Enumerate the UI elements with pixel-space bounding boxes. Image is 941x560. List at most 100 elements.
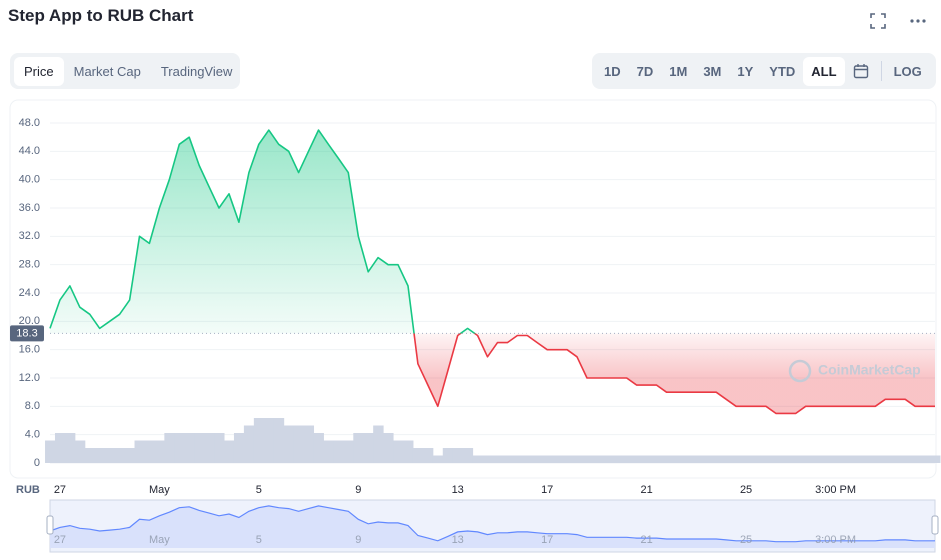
volume-bar bbox=[800, 455, 812, 463]
volume-bar bbox=[54, 433, 66, 463]
volume-bar bbox=[383, 433, 394, 463]
more-icon[interactable] bbox=[909, 12, 927, 30]
volume-bar bbox=[273, 418, 285, 463]
x-tick-label: 3:00 PM bbox=[815, 484, 856, 496]
y-tick-label: 4.0 bbox=[25, 429, 40, 441]
volume-bar bbox=[900, 455, 911, 463]
navigator bbox=[49, 499, 936, 553]
volume-bar bbox=[412, 448, 424, 463]
button[interactable]: 7D bbox=[636, 63, 654, 79]
price-line bbox=[49, 129, 935, 415]
reference-badge bbox=[10, 325, 44, 342]
volume-bar bbox=[303, 425, 315, 463]
x-tick-label: 17 bbox=[541, 484, 553, 496]
button[interactable]: 1D bbox=[604, 63, 621, 79]
volume-bar bbox=[194, 433, 205, 463]
volume-bar bbox=[562, 455, 573, 463]
volume-bar bbox=[323, 440, 334, 463]
volume-bar bbox=[721, 455, 732, 463]
volume-bar bbox=[263, 418, 275, 463]
navigator-line bbox=[49, 505, 935, 543]
y-tick-label: 8.0 bbox=[25, 400, 40, 412]
price-area bbox=[50, 130, 935, 414]
volume-bar bbox=[930, 455, 941, 463]
volume-bar bbox=[422, 448, 434, 463]
volume-bar bbox=[403, 440, 414, 463]
volume-bar bbox=[204, 433, 215, 463]
button[interactable]: LOG bbox=[893, 63, 922, 79]
volume-bar bbox=[880, 455, 891, 463]
volume-bar bbox=[243, 425, 255, 463]
y-tick-label: 28.0 bbox=[19, 259, 40, 271]
volume-bar bbox=[701, 455, 712, 463]
volume-bar bbox=[552, 455, 563, 463]
x-tick-label: 25 bbox=[740, 484, 752, 496]
y-tick-label: 44.0 bbox=[19, 145, 40, 157]
volume-bar bbox=[741, 455, 752, 463]
button[interactable]: 1M bbox=[669, 63, 688, 79]
volume-bar bbox=[353, 433, 364, 463]
plot-frame bbox=[9, 99, 937, 479]
volume-bar bbox=[502, 455, 513, 463]
volume-bar bbox=[343, 440, 354, 463]
navigator-label: 13 bbox=[452, 534, 464, 546]
volume-bar bbox=[174, 433, 185, 463]
navigator-label: 5 bbox=[256, 534, 262, 546]
volume-bar bbox=[522, 455, 533, 463]
toolbar bbox=[869, 12, 927, 30]
button[interactable]: TradingView bbox=[160, 63, 233, 79]
fullscreen-icon[interactable] bbox=[869, 12, 887, 30]
calendar-button[interactable] bbox=[845, 56, 877, 86]
volume-bar bbox=[472, 455, 484, 463]
x-tick-label: 27 bbox=[54, 484, 66, 496]
volume-bar bbox=[114, 448, 126, 463]
volume-bar bbox=[850, 455, 861, 463]
volume-bar bbox=[621, 455, 633, 463]
volume-bar bbox=[233, 433, 245, 463]
button[interactable]: 1Y bbox=[737, 63, 754, 79]
volume-bar bbox=[760, 455, 772, 463]
y-tick-label: 12.0 bbox=[19, 372, 40, 384]
volume-bar bbox=[711, 455, 722, 463]
volume-bar bbox=[164, 433, 175, 463]
volume-bar bbox=[870, 455, 881, 463]
volume-bar bbox=[671, 455, 682, 463]
volume-bar bbox=[373, 425, 384, 463]
tab-group: Price Market Cap TradingView bbox=[10, 53, 240, 89]
button[interactable]: 3M bbox=[703, 63, 722, 79]
button[interactable]: YTD bbox=[769, 63, 796, 79]
volume-bar bbox=[214, 433, 225, 463]
volume-bar bbox=[572, 455, 583, 463]
volume-bar bbox=[94, 448, 106, 463]
volume-bar bbox=[134, 440, 145, 463]
navigator-label: 21 bbox=[641, 534, 653, 546]
button[interactable]: ALL bbox=[803, 56, 845, 86]
button[interactable]: Market Cap bbox=[73, 63, 141, 79]
navigator-label: 9 bbox=[355, 534, 361, 546]
volume-bar bbox=[492, 455, 503, 463]
volume-bar bbox=[631, 455, 643, 463]
volume-bar bbox=[432, 455, 444, 463]
y-tick-label: 32.0 bbox=[19, 230, 40, 242]
volume-bar bbox=[840, 455, 851, 463]
volume-bar bbox=[452, 448, 464, 463]
range-group: 1D 7D 1M 3M 1Y YTD ALL LOG bbox=[592, 53, 936, 89]
y-tick-label: 36.0 bbox=[19, 202, 40, 214]
volume-bar bbox=[184, 433, 195, 463]
volume-bar bbox=[731, 455, 742, 463]
volume-bar bbox=[611, 455, 623, 463]
x-tick-label: May bbox=[149, 484, 170, 496]
x-tick-label: 21 bbox=[641, 484, 653, 496]
navigator-handle bbox=[46, 515, 54, 535]
volume-bar bbox=[313, 433, 324, 463]
y-tick-label: 48.0 bbox=[19, 117, 40, 129]
chart-title: Step App to RUB Chart bbox=[8, 6, 194, 25]
volume-bar bbox=[482, 455, 493, 463]
volume-bar bbox=[601, 455, 613, 463]
volume-bar bbox=[532, 455, 543, 463]
volume-bar bbox=[860, 455, 871, 463]
volume-bar bbox=[154, 440, 165, 463]
button[interactable]: Price bbox=[14, 56, 64, 86]
volume-bar bbox=[512, 455, 523, 463]
